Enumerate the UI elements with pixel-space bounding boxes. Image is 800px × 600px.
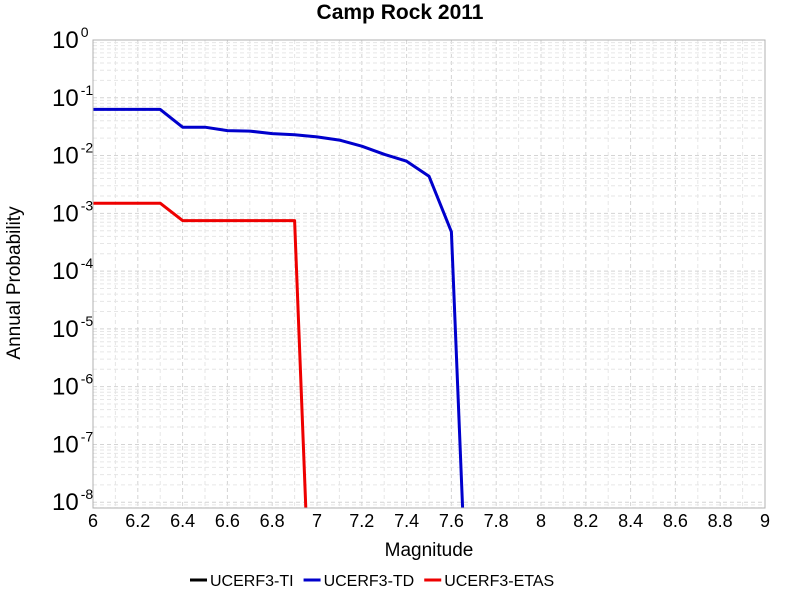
x-axis-label: Magnitude — [385, 540, 474, 561]
y-tick-label: 10 -1 — [52, 82, 93, 112]
x-tick-label: 6.8 — [260, 511, 285, 531]
series-line-ucerf3-etas — [93, 201, 308, 508]
plot-area — [92, 39, 766, 509]
x-tick-label: 7 — [312, 511, 322, 531]
y-tick-label: 10 -3 — [52, 197, 93, 227]
x-tick-label: 6.2 — [125, 511, 150, 531]
x-tick-label: 7.6 — [439, 511, 464, 531]
x-tick-label: 8.6 — [663, 511, 688, 531]
y-tick-label: 10 -4 — [52, 255, 93, 285]
x-tick-label: 9 — [760, 511, 770, 531]
y-tick-label: 10 0 — [52, 24, 89, 54]
x-tick-label: 7.4 — [394, 511, 419, 531]
x-tick-label: 7.8 — [484, 511, 509, 531]
chart-title: Camp Rock 2011 — [317, 1, 484, 24]
y-tick-label: 10 -2 — [52, 140, 93, 170]
x-tick-label: 8.4 — [618, 511, 643, 531]
grid — [92, 39, 766, 509]
x-axis-ticks: 6 6.2 6.4 6.6 6.8 7 7.2 7.4 7.6 7.8 8 8.2 8.4 8.6 8.8 9 — [88, 511, 770, 531]
plot-series — [93, 107, 465, 508]
x-tick-label: 8.2 — [573, 511, 598, 531]
y-tick-label: 10 -6 — [52, 371, 93, 401]
y-tick-label: 10 -8 — [52, 486, 93, 516]
x-tick-label: 6 — [88, 511, 98, 531]
y-tick-label: 10 -7 — [52, 428, 93, 458]
series-line-ucerf3-td — [93, 107, 465, 508]
y-axis-label: Annual Probability — [4, 206, 25, 360]
x-tick-label: 6.6 — [215, 511, 240, 531]
x-tick-label: 6.4 — [170, 511, 195, 531]
legend: UCERF3-TI UCERF3-TD UCERF3-ETAS — [190, 573, 554, 590]
legend-label-ucerf3-etas: UCERF3-ETAS — [444, 573, 554, 590]
legend-label-ucerf3-td: UCERF3-TD — [324, 573, 415, 590]
x-tick-label: 8 — [536, 511, 546, 531]
x-tick-label: 8.8 — [708, 511, 733, 531]
x-tick-label: 7.2 — [349, 511, 374, 531]
y-tick-label: 10 -5 — [52, 313, 93, 343]
legend-label-ucerf3-ti: UCERF3-TI — [210, 573, 294, 590]
